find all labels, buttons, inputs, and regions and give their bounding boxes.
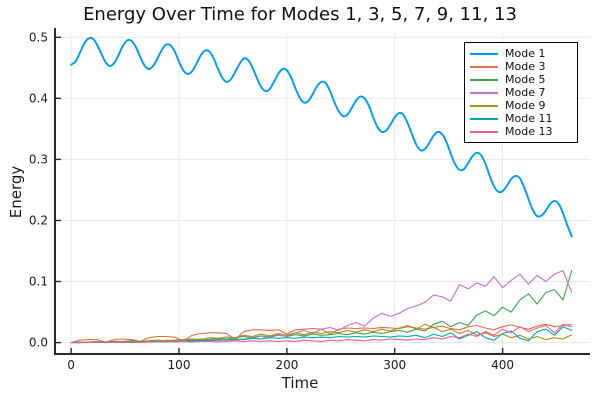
legend-label: Mode 9 [505, 99, 546, 112]
chart-title: Energy Over Time for Modes 1, 3, 5, 7, 9… [83, 4, 517, 25]
legend-line-swatch [470, 78, 498, 81]
legend-label: Mode 1 [505, 47, 546, 60]
series-line-mode-5 [70, 270, 573, 344]
legend-label: Mode 5 [505, 73, 546, 86]
y-tick-label: 0.2 [29, 214, 48, 228]
y-tick-label: 0.3 [29, 152, 48, 166]
legend-line-swatch [470, 130, 498, 133]
legend-line-swatch [470, 104, 498, 107]
legend-entry-mode-1: Mode 1 [470, 47, 571, 60]
legend-box: Mode 1 Mode 3 Mode 5 Mode 7 Mode 9 Mode 11 Mod… [464, 42, 578, 143]
x-tick-label: 0 [67, 358, 75, 372]
legend-label: Mode 11 [505, 112, 553, 125]
x-axis-label: Time [281, 374, 319, 392]
x-tick-label: 400 [491, 358, 514, 372]
y-tick-label: 0.1 [29, 275, 48, 289]
legend-entry-mode-7: Mode 7 [470, 86, 571, 99]
legend-label: Mode 13 [505, 125, 553, 138]
legend-entry-mode-3: Mode 3 [470, 60, 571, 73]
y-tick-label: 0.4 [29, 91, 48, 105]
y-axis-label: Energy [7, 165, 25, 219]
legend-line-swatch [470, 52, 498, 55]
x-tick-label: 100 [168, 358, 191, 372]
legend-entry-mode-11: Mode 11 [470, 112, 571, 125]
series-line-mode-13 [70, 323, 573, 344]
legend-line-swatch [470, 65, 498, 68]
x-tick-label: 200 [275, 358, 298, 372]
legend-entry-mode-13: Mode 13 [470, 125, 571, 138]
legend-entry-mode-9: Mode 9 [470, 99, 571, 112]
y-tick-label: 0.0 [29, 336, 48, 350]
legend-label: Mode 7 [505, 86, 546, 99]
series-line-mode-1 [70, 36, 573, 238]
x-tick-label: 300 [383, 358, 406, 372]
legend-label: Mode 3 [505, 60, 546, 73]
legend-line-swatch [470, 91, 498, 94]
legend-line-swatch [470, 117, 498, 120]
legend-entry-mode-5: Mode 5 [470, 73, 571, 86]
y-tick-label: 0.5 [29, 30, 48, 44]
